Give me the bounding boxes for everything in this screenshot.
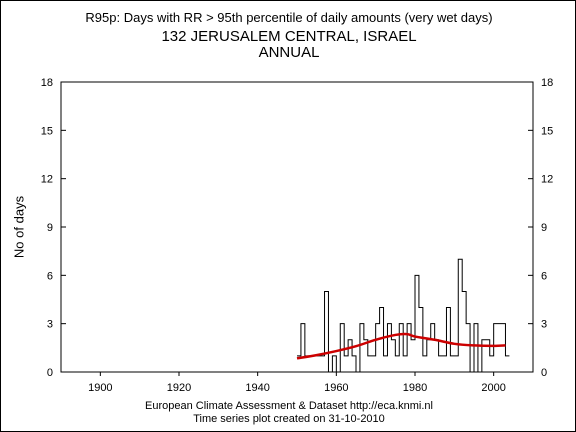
y-tick-label-left: 12 xyxy=(41,174,53,186)
y-tick-label-left: 6 xyxy=(47,270,53,282)
y-tick-label-right: 3 xyxy=(541,319,547,331)
y-tick-label-left: 18 xyxy=(41,77,53,89)
y-tick-label-right: 0 xyxy=(541,367,547,379)
y-axis-label: No of days xyxy=(11,195,27,259)
series-line-annual xyxy=(297,258,510,373)
x-tick-label: 1940 xyxy=(245,382,269,394)
y-tick-label-right: 18 xyxy=(541,77,553,89)
y-tick-label-right: 15 xyxy=(541,125,553,137)
footer-created: Time series plot created on 31-10-2010 xyxy=(193,413,385,425)
chart-subtitle: R95p: Days with RR > 95th percentile of … xyxy=(85,10,493,25)
x-tick-label: 1900 xyxy=(88,382,112,394)
y-tick-label-right: 9 xyxy=(541,222,547,234)
plot-border xyxy=(60,81,534,373)
x-tick-label: 1960 xyxy=(324,382,348,394)
x-tick-label: 2000 xyxy=(481,382,505,394)
y-tick-label-left: 0 xyxy=(47,367,53,379)
x-tick-label: 1920 xyxy=(167,382,191,394)
x-tick-label: 1980 xyxy=(403,382,427,394)
y-tick-label-left: 15 xyxy=(41,125,53,137)
footer-source: European Climate Assessment & Dataset ht… xyxy=(145,400,433,412)
y-tick-label-left: 9 xyxy=(47,222,53,234)
y-tick-label-left: 3 xyxy=(47,319,53,331)
y-tick-label-right: 12 xyxy=(541,174,553,186)
series-line-trend xyxy=(296,332,506,360)
chart-period: ANNUAL xyxy=(258,44,320,61)
y-tick-label-right: 6 xyxy=(541,270,547,282)
chart-title: 132 JERUSALEM CENTRAL, ISRAEL xyxy=(161,28,417,45)
